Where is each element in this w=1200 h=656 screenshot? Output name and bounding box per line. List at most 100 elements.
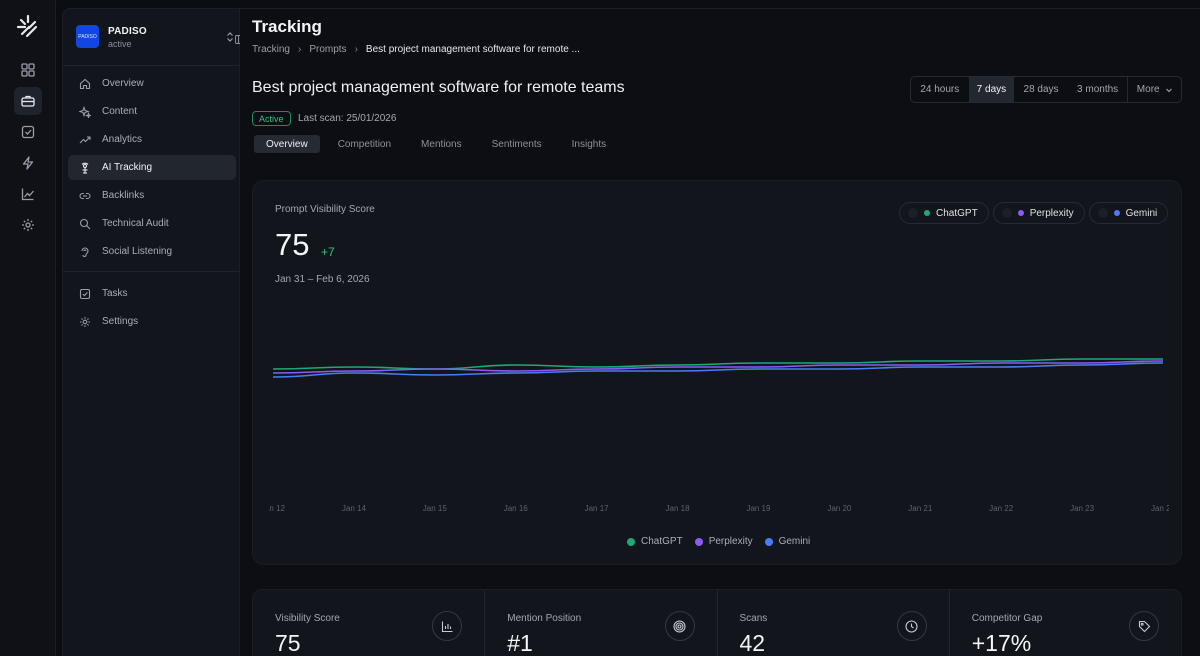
visibility-score-value: 75 bbox=[275, 227, 310, 262]
chip-chatgpt[interactable]: ChatGPT bbox=[899, 202, 989, 224]
visibility-chart-card: Prompt Visibility Score 75 +7 Jan 31 – F… bbox=[252, 180, 1182, 565]
sidebar-item-overview[interactable]: Overview bbox=[68, 71, 236, 96]
chip-label: Gemini bbox=[1125, 207, 1158, 219]
briefcase-icon[interactable] bbox=[14, 87, 42, 115]
metric-value: +17% bbox=[971, 630, 1032, 656]
perplexity-logo-icon bbox=[1001, 208, 1012, 218]
sidebar-item-backlinks[interactable]: Backlinks bbox=[68, 183, 236, 208]
range-7-days[interactable]: 7 days bbox=[968, 77, 1015, 102]
metric-label: Scans bbox=[739, 613, 768, 624]
sidebar-item-analytics[interactable]: Analytics bbox=[68, 127, 236, 152]
tab-insights[interactable]: Insights bbox=[571, 138, 607, 150]
main-content: Tracking Tracking › Prompts › Best proje… bbox=[240, 8, 1200, 656]
metric-value: 42 bbox=[739, 630, 766, 656]
icon-rail bbox=[0, 0, 56, 656]
app-logo-icon[interactable] bbox=[16, 14, 40, 38]
breadcrumb-prompts[interactable]: Prompts bbox=[309, 44, 347, 55]
sidebar-item-content[interactable]: Content bbox=[68, 99, 236, 124]
metric-value: 75 bbox=[275, 630, 301, 656]
sidebar-item-social-listening[interactable]: Social Listening bbox=[68, 239, 236, 264]
tag-icon bbox=[1129, 611, 1159, 641]
sidebar-item-tasks[interactable]: Tasks bbox=[68, 281, 236, 306]
target-icon bbox=[664, 611, 695, 641]
sidebar-item-label: Social Listening bbox=[102, 246, 173, 257]
prompt-title: Best project management software for rem… bbox=[252, 79, 625, 96]
sidebar-item-label: Tasks bbox=[102, 288, 128, 299]
chevron-down-icon bbox=[1165, 86, 1173, 94]
chatgpt-color-dot bbox=[924, 210, 930, 216]
sidebar-item-technical-audit[interactable]: Technical Audit bbox=[68, 211, 236, 236]
sidebar-divider bbox=[63, 271, 239, 272]
chart-card-title: Prompt Visibility Score bbox=[275, 204, 375, 215]
legend-item-chatgpt[interactable]: ChatGPT bbox=[627, 536, 683, 547]
chart-date-range: Jan 31 – Feb 6, 2026 bbox=[275, 274, 370, 285]
breadcrumb: Tracking › Prompts › Best project manage… bbox=[252, 44, 580, 55]
breadcrumb-tracking[interactable]: Tracking bbox=[252, 44, 290, 55]
link-icon bbox=[78, 189, 92, 203]
org-logo: PADISO bbox=[76, 25, 99, 48]
sidebar-item-ai-tracking[interactable]: AI Tracking bbox=[68, 155, 236, 180]
gemini-color-dot bbox=[1113, 210, 1120, 216]
legend-item-gemini[interactable]: Gemini bbox=[764, 536, 810, 547]
chevron-up-down-icon[interactable] bbox=[225, 30, 235, 48]
range-28-days[interactable]: 28 days bbox=[1023, 84, 1059, 95]
x-tick-label: Jan 15 bbox=[423, 504, 448, 513]
legend-dot bbox=[694, 537, 703, 546]
metric-label: Competitor Gap bbox=[971, 613, 1043, 624]
range-24-hours[interactable]: 24 hours bbox=[920, 84, 960, 95]
model-filter-chips: ChatGPT Perplexity Gemini bbox=[899, 202, 1172, 224]
chart-line-icon[interactable] bbox=[14, 180, 42, 208]
time-range-selector: 24 hours 7 days 28 days 3 months More bbox=[910, 76, 1182, 103]
series-line-gemini bbox=[272, 362, 1164, 378]
gear-icon[interactable] bbox=[14, 211, 42, 239]
metrics-row: Visibility Score 75 Mention Position #1 … bbox=[252, 589, 1182, 656]
sidebar-item-label: Technical Audit bbox=[102, 218, 169, 229]
x-tick-label: Jan 19 bbox=[746, 504, 771, 513]
page-title: Tracking bbox=[252, 17, 322, 36]
gemini-logo-icon bbox=[1097, 208, 1108, 218]
x-tick-label: Jan 18 bbox=[666, 504, 691, 513]
chip-perplexity[interactable]: Perplexity bbox=[992, 202, 1085, 224]
x-tick-label: Jan 17 bbox=[585, 504, 610, 513]
x-tick-label: Jan 23 bbox=[1070, 504, 1095, 513]
tab-overview[interactable]: Overview bbox=[254, 135, 320, 153]
x-tick-label: Jan 25 bbox=[1151, 504, 1169, 513]
x-tick-label: Jan 21 bbox=[908, 504, 933, 513]
legend-label: ChatGPT bbox=[641, 536, 683, 547]
range-more-dropdown[interactable]: More bbox=[1127, 77, 1181, 102]
checkbox-icon bbox=[78, 287, 92, 301]
sparkle-icon bbox=[78, 105, 92, 119]
sidebar-item-label: AI Tracking bbox=[102, 162, 153, 173]
range-3-months[interactable]: 3 months bbox=[1077, 84, 1119, 95]
tab-mentions[interactable]: Mentions bbox=[421, 138, 462, 150]
chart-legend: ChatGPT Perplexity Gemini bbox=[627, 536, 822, 547]
chevron-right-icon: › bbox=[297, 44, 302, 55]
org-name: PADISO bbox=[108, 26, 147, 37]
metric-visibility-score: Visibility Score 75 bbox=[253, 590, 486, 656]
bolt-icon[interactable] bbox=[14, 149, 42, 177]
x-tick-label: Jan 16 bbox=[504, 504, 529, 513]
sidebar-item-label: Backlinks bbox=[102, 190, 145, 201]
sidebar-item-label: Content bbox=[102, 106, 138, 117]
sidebar-divider bbox=[63, 65, 239, 66]
tab-sentiments[interactable]: Sentiments bbox=[491, 138, 542, 150]
tab-competition[interactable]: Competition bbox=[337, 138, 392, 150]
range-more-label: More bbox=[1136, 84, 1160, 95]
sidebar-item-label: Settings bbox=[102, 316, 139, 327]
legend-label: Perplexity bbox=[708, 536, 753, 547]
sidebar-item-settings[interactable]: Settings bbox=[68, 309, 236, 334]
clock-icon bbox=[896, 611, 927, 641]
legend-item-perplexity[interactable]: Perplexity bbox=[694, 536, 753, 547]
perplexity-color-dot bbox=[1017, 210, 1024, 216]
checkbox-icon[interactable] bbox=[14, 118, 42, 146]
sidebar-item-label: Overview bbox=[102, 78, 144, 89]
legend-dot bbox=[764, 537, 773, 546]
last-scan-text: Last scan: 25/01/2026 bbox=[298, 113, 397, 124]
metric-label: Mention Position bbox=[507, 613, 582, 624]
sidebar-item-label: Analytics bbox=[102, 134, 143, 145]
chip-gemini[interactable]: Gemini bbox=[1088, 202, 1169, 224]
org-switcher[interactable]: PADISO PADISO active bbox=[75, 25, 235, 55]
dashboard-icon[interactable] bbox=[14, 56, 42, 84]
metric-mention-position: Mention Position #1 bbox=[485, 590, 718, 656]
chip-label: ChatGPT bbox=[936, 207, 978, 219]
